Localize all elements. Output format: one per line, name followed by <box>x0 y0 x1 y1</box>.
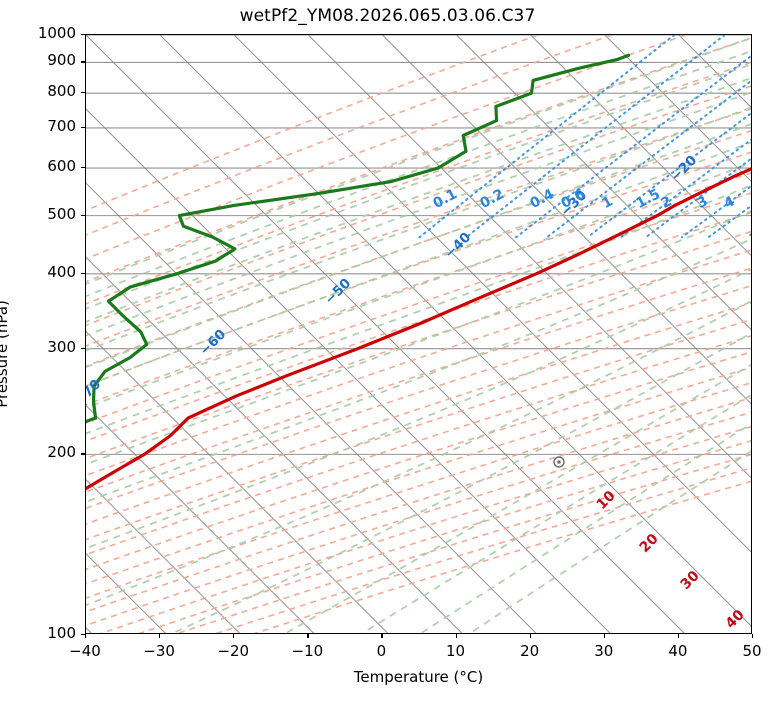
x-tick-label: 50 <box>742 642 762 660</box>
x-tick-label: −40 <box>69 642 101 660</box>
y-tick-label: 800 <box>47 82 76 101</box>
y-tickmark <box>81 272 85 274</box>
x-tickmark <box>307 634 309 638</box>
y-tickmark <box>81 214 85 216</box>
skewt-background-grid <box>86 35 751 633</box>
x-tick-label: −10 <box>291 642 324 660</box>
x-tickmark <box>603 634 605 638</box>
y-tickmark <box>81 167 85 169</box>
x-tickmark <box>233 634 235 638</box>
y-tick-label: 1000 <box>37 24 76 42</box>
x-tickmark <box>85 634 87 638</box>
y-tick-label: 500 <box>47 204 76 223</box>
y-tick-label: 100 <box>47 624 76 642</box>
x-tickmark <box>381 634 383 638</box>
y-tickmark <box>81 634 85 636</box>
x-tick-label: −20 <box>217 642 250 660</box>
y-tick-label: 900 <box>47 51 76 70</box>
y-tick-label: 400 <box>47 262 76 281</box>
x-tick-label: −30 <box>143 642 175 660</box>
y-tickmark <box>81 92 85 94</box>
x-tickmark <box>677 634 680 638</box>
x-tickmark <box>455 634 457 638</box>
y-tickmark <box>81 126 85 129</box>
y-tick-label: 700 <box>47 116 76 135</box>
sounding-curves <box>86 53 751 491</box>
x-axis-label: Temperature (°C) <box>353 668 484 686</box>
y-tick-label: 600 <box>47 157 76 176</box>
x-tick-label: 10 <box>446 642 466 660</box>
y-tick-label: 300 <box>47 337 76 356</box>
y-tickmark <box>81 453 85 455</box>
y-tickmark <box>81 347 85 349</box>
x-tick-label: 30 <box>594 642 614 660</box>
y-tick-label: 200 <box>47 443 76 462</box>
x-tick-label: 40 <box>668 642 688 660</box>
x-tick-label: 20 <box>520 642 540 660</box>
x-tickmark <box>752 634 754 638</box>
x-tick-label: 0 <box>376 642 387 660</box>
x-tickmark <box>529 634 531 638</box>
page-title: wetPf2_YM08.2026.065.03.06.C37 <box>239 6 536 26</box>
y-tickmark <box>81 61 85 63</box>
plot-area[interactable]: −70 −60 −50 −40 −30 −20 0.1 0.2 0.4 0.6 1 1.5 2 3 4 1… <box>85 34 752 634</box>
x-tickmark <box>159 634 161 638</box>
y-tickmark <box>81 34 85 36</box>
